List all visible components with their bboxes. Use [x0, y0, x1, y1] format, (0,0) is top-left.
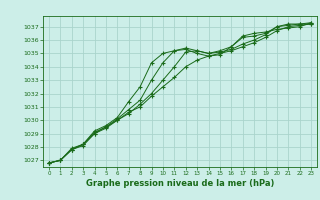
X-axis label: Graphe pression niveau de la mer (hPa): Graphe pression niveau de la mer (hPa) [86, 179, 274, 188]
